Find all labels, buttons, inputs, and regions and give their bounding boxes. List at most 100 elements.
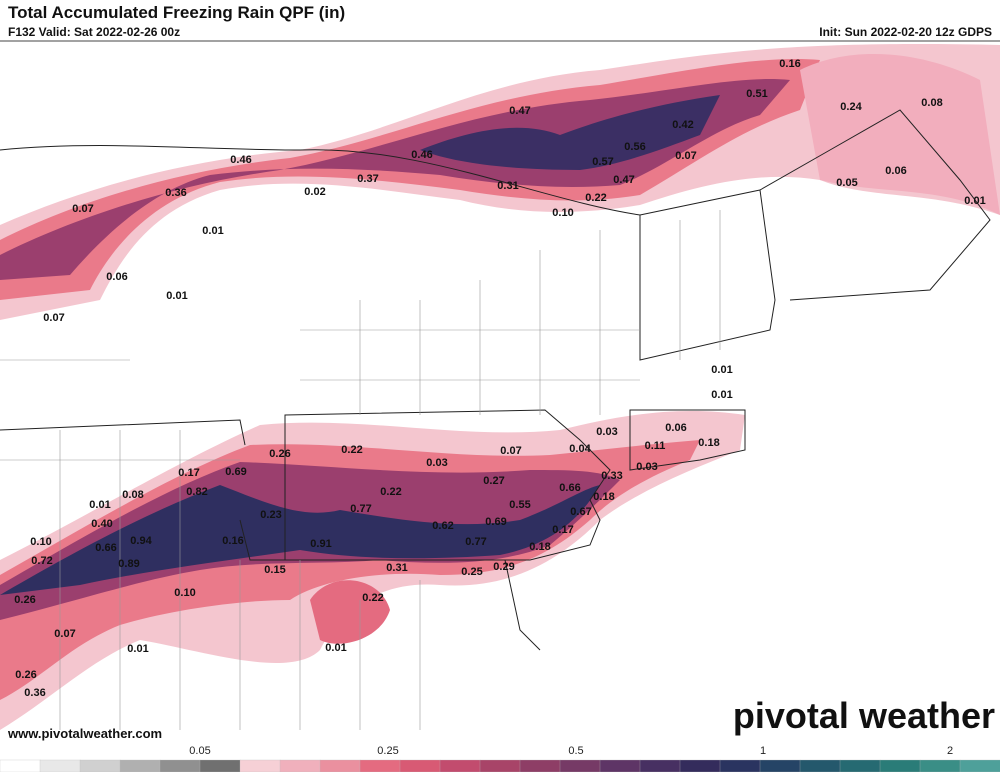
value-label: 0.27 (483, 475, 504, 487)
value-label: 0.31 (386, 562, 407, 574)
value-label: 0.01 (89, 499, 110, 511)
value-label: 0.01 (166, 290, 187, 302)
colorbar-swatch (559, 759, 601, 772)
colorbar-tick-label: 2 (947, 745, 953, 757)
colorbar-swatch (959, 759, 1000, 772)
init-time: Init: Sun 2022-02-20 12z GDPS (819, 25, 992, 39)
value-label: 0.01 (202, 225, 223, 237)
colorbar-swatch (79, 759, 121, 772)
value-label: 0.26 (269, 448, 290, 460)
colorbar-swatch (279, 759, 321, 772)
value-label: 0.22 (380, 486, 401, 498)
value-label: 0.77 (350, 503, 371, 515)
value-label: 0.01 (325, 642, 346, 654)
colorbar-tick-label: 0.25 (377, 745, 398, 757)
colorbar-swatch (799, 759, 841, 772)
value-label: 0.05 (836, 177, 857, 189)
value-labels: 0.16 0.51 0.24 0.08 0.47 0.42 0.56 0.46 0.46 0.57… (14, 58, 985, 699)
value-label: 0.72 (31, 555, 52, 567)
value-label: 0.07 (72, 203, 93, 215)
county-lines (0, 210, 721, 730)
colorbar-swatch (39, 759, 81, 772)
colorbar-tick-label: 0.5 (568, 745, 583, 757)
value-label: 0.03 (636, 461, 657, 473)
value-label: 0.47 (509, 105, 530, 117)
value-label: 0.22 (341, 444, 362, 456)
value-label: 0.22 (585, 192, 606, 204)
value-label: 0.15 (264, 564, 285, 576)
value-label: 0.06 (106, 271, 127, 283)
value-label: 0.91 (310, 538, 331, 550)
precip-very-heavy (0, 485, 600, 595)
value-label: 0.08 (921, 97, 942, 109)
value-label: 0.66 (559, 482, 580, 494)
colorbar-swatch (679, 759, 721, 772)
value-label: 0.25 (461, 566, 482, 578)
colorbar-tick-label: 0.05 (189, 745, 210, 757)
value-label: 0.42 (672, 119, 693, 131)
title: Total Accumulated Freezing Rain QPF (in) (8, 3, 345, 22)
value-label: 0.31 (497, 180, 518, 192)
value-label: 0.89 (118, 558, 139, 570)
value-label: 0.94 (130, 535, 152, 547)
logo: pivotal weather (733, 695, 995, 736)
colorbar: 0.05 0.25 0.5 1 2 (0, 745, 1000, 772)
value-label: 0.08 (122, 489, 143, 501)
colorbar-swatch (519, 759, 561, 772)
value-label: 0.11 (645, 440, 666, 452)
value-label: 0.10 (30, 536, 51, 548)
value-label: 0.24 (840, 101, 862, 113)
value-label: 0.23 (260, 509, 281, 521)
colorbar-swatch (599, 759, 641, 772)
colorbar-swatch (0, 759, 41, 772)
value-label: 0.18 (529, 541, 550, 553)
website-url: www.pivotalweather.com (7, 726, 162, 741)
value-label: 0.18 (593, 491, 614, 503)
colorbar-swatch (199, 759, 241, 772)
value-label: 0.69 (225, 466, 246, 478)
value-label: 0.37 (357, 173, 378, 185)
colorbar-swatch (319, 759, 361, 772)
value-label: 0.17 (552, 524, 573, 536)
value-label: 0.36 (24, 687, 45, 699)
value-label: 0.26 (14, 594, 35, 606)
value-label: 0.07 (675, 150, 696, 162)
value-label: 0.02 (304, 186, 325, 198)
precip-maine (800, 53, 1000, 216)
value-label: 0.33 (601, 470, 622, 482)
value-label: 0.07 (54, 628, 75, 640)
value-label: 0.77 (465, 536, 486, 548)
value-label: 0.18 (698, 437, 719, 449)
value-label: 0.46 (411, 149, 432, 161)
colorbar-swatch (439, 759, 481, 772)
value-label: 0.55 (509, 499, 530, 511)
value-label: 0.07 (43, 312, 64, 324)
colorbar-swatch (839, 759, 881, 772)
value-label: 0.62 (432, 520, 453, 532)
value-label: 0.26 (15, 669, 36, 681)
value-label: 0.10 (552, 207, 573, 219)
value-label: 0.16 (222, 535, 243, 547)
value-label: 0.01 (964, 195, 985, 207)
value-label: 0.10 (174, 587, 195, 599)
colorbar-swatch (239, 759, 281, 772)
colorbar-tick-label: 1 (760, 745, 766, 757)
value-label: 0.47 (613, 174, 634, 186)
colorbar-swatch (359, 759, 401, 772)
colorbar-swatch (919, 759, 961, 772)
value-label: 0.22 (362, 592, 383, 604)
value-label: 0.03 (596, 426, 617, 438)
value-label: 0.82 (186, 486, 207, 498)
colorbar-swatch (479, 759, 521, 772)
value-label: 0.01 (711, 389, 732, 401)
value-label: 0.16 (779, 58, 800, 70)
value-label: 0.67 (570, 506, 591, 518)
value-label: 0.51 (746, 88, 767, 100)
colorbar-swatch (399, 759, 441, 772)
colorbar-swatch (159, 759, 201, 772)
value-label: 0.36 (165, 187, 186, 199)
colorbar-swatch (119, 759, 161, 772)
value-label: 0.01 (127, 643, 148, 655)
